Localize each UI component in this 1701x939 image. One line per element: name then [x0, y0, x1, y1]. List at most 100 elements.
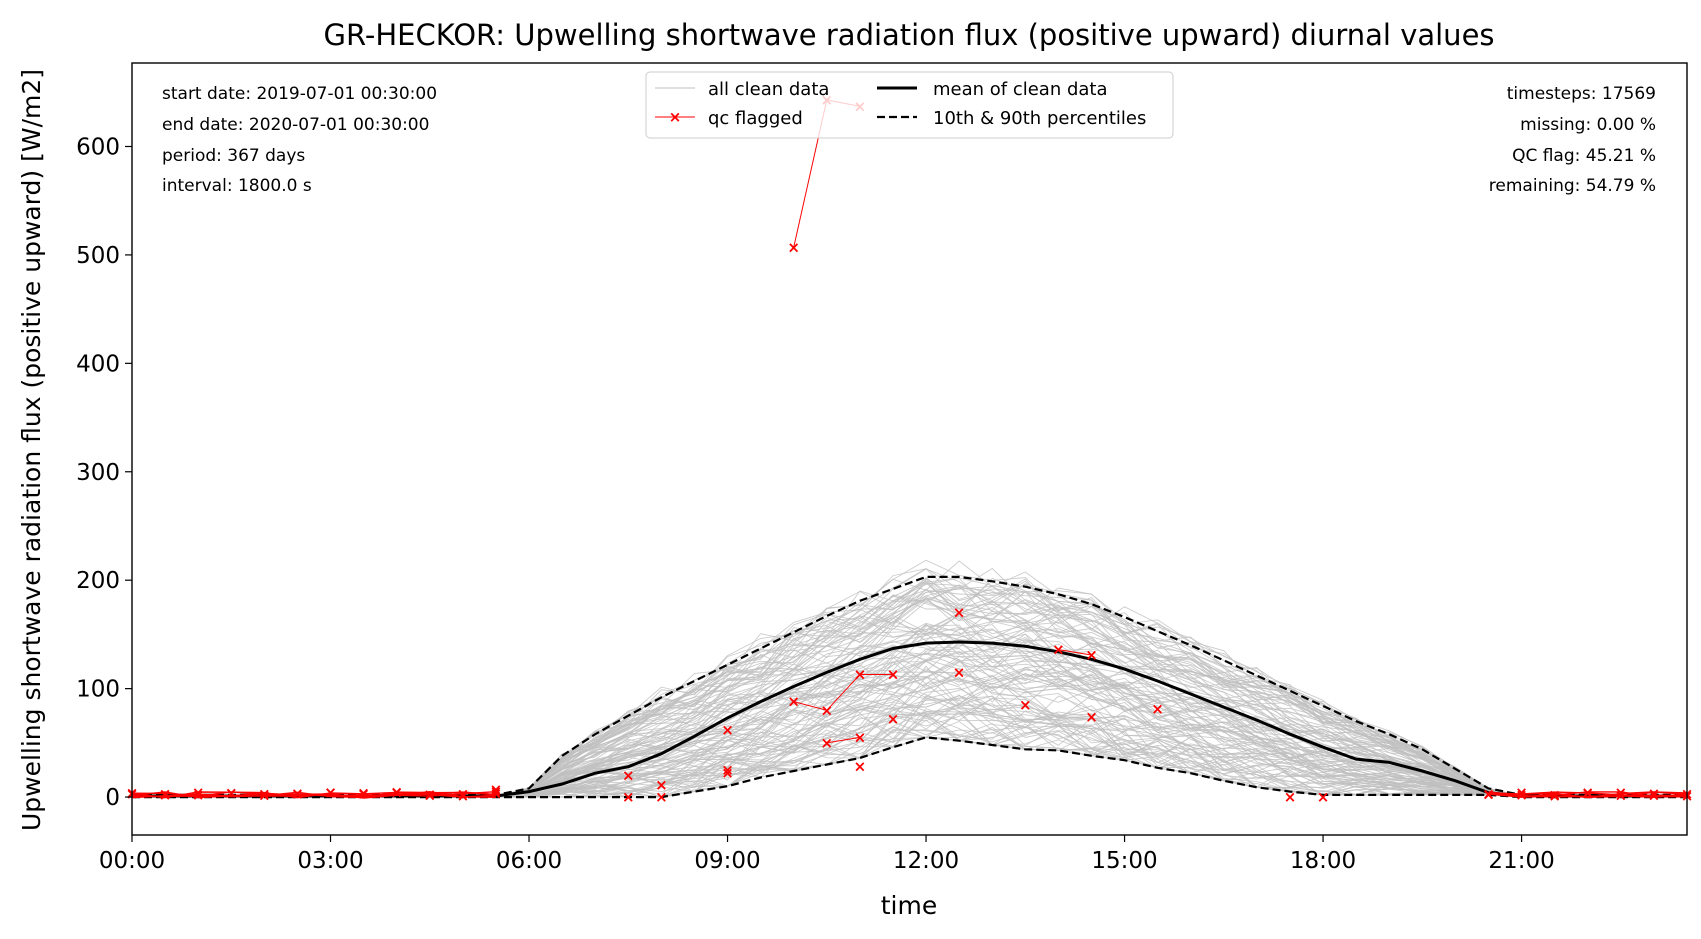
qc-marker: ×: [1151, 700, 1164, 718]
y-axis: 0 100 200 300 400 500 600: [76, 134, 132, 811]
qc-marker: ×: [159, 785, 172, 803]
qc-marker: ×: [291, 784, 304, 802]
legend-qc-label: qc flagged: [708, 108, 803, 129]
info-period: period: 367 days: [162, 146, 305, 166]
percentile-90-line: [132, 575, 1687, 796]
chart-title: GR-HECKOR: Upwelling shortwave radiation…: [323, 18, 1494, 52]
qc-marker: ×: [1052, 641, 1065, 659]
qc-marker: ×: [258, 785, 271, 803]
clean-day-line: [132, 585, 1687, 798]
y-tick-label: 500: [76, 243, 120, 269]
y-tick-label: 100: [76, 677, 120, 703]
qc-marker: ×: [887, 666, 900, 684]
qc-marker: ×: [424, 786, 437, 804]
qc-marker: ×: [490, 785, 503, 803]
legend-clean-label: all clean data: [708, 79, 829, 100]
qc-marker: ×: [721, 764, 734, 782]
y-axis-label: Upwelling shortwave radiation flux (posi…: [17, 69, 46, 831]
clean-day-line: [132, 587, 1687, 798]
y-tick-label: 0: [105, 785, 120, 811]
x-tick-label: 06:00: [496, 848, 562, 874]
info-end-date: end date: 2020-07-01 00:30:00: [162, 115, 429, 135]
qc-marker: ×: [622, 766, 635, 784]
qc-segment: [1058, 649, 1092, 656]
qc-marker: ×: [324, 783, 337, 801]
qc-marker: ×: [821, 701, 834, 719]
qc-marker: ×: [291, 785, 304, 803]
qc-marker: ×: [821, 734, 834, 752]
qc-marker: ×: [655, 776, 668, 794]
y-tick-label: 400: [76, 351, 120, 377]
qc-segment: [793, 701, 827, 711]
qc-marker: ×: [159, 786, 172, 804]
qc-marker: ×: [1648, 784, 1661, 802]
qc-segment: [826, 736, 860, 744]
qc-marker: ×: [192, 786, 205, 804]
qc-marker: ×: [1548, 786, 1561, 804]
x-tick-label: 18:00: [1290, 848, 1356, 874]
qc-flagged-layer: × × × × × × × × × × × × × × × × × × × × × × × × × × × × × × × × × × × × × × × ×…: [126, 91, 1694, 806]
qc-marker: ×: [1085, 708, 1098, 726]
qc-marker: ×: [225, 784, 238, 802]
qc-marker: ×: [390, 784, 403, 802]
clean-day-line: [131, 585, 1688, 798]
qc-marker: ×: [1317, 788, 1330, 806]
qc-marker: ×: [1482, 785, 1495, 803]
clean-day-line: [132, 582, 1687, 798]
qc-marker: ×: [787, 238, 800, 256]
legend: all clean data × qc flagged mean of clea…: [645, 71, 1174, 139]
qc-marker: ×: [721, 721, 734, 739]
qc-marker: ×: [424, 786, 437, 804]
qc-marker: ×: [1548, 787, 1561, 805]
qc-night-line: [131, 791, 496, 799]
qc-night-line: [1488, 791, 1688, 799]
legend-box: [645, 71, 1174, 139]
qc-marker: ×: [1581, 784, 1594, 802]
info-start-date: start date: 2019-07-01 00:30:00: [162, 84, 437, 104]
qc-marker: ×: [721, 761, 734, 779]
info-remaining: remaining: 54.79 %: [1489, 176, 1656, 196]
qc-marker: ×: [622, 788, 635, 806]
qc-marker: ×: [1581, 783, 1594, 801]
qc-marker: ×: [457, 787, 470, 805]
qc-marker: ×: [457, 785, 470, 803]
qc-marker: ×: [1482, 785, 1495, 803]
qc-marker: ×: [1648, 787, 1661, 805]
info-timesteps: timesteps: 17569: [1507, 84, 1656, 104]
qc-marker: ×: [1515, 786, 1528, 804]
x-tick-label: 09:00: [694, 848, 760, 874]
y-tick-label: 200: [76, 568, 120, 594]
qc-marker: ×: [1615, 787, 1628, 805]
info-interval: interval: 1800.0 s: [162, 176, 312, 196]
qc-marker: ×: [887, 710, 900, 728]
y-tick-label: 600: [76, 134, 120, 160]
qc-night-line: [1488, 791, 1688, 797]
qc-marker: ×: [357, 785, 370, 803]
info-left: start date: 2019-07-01 00:30:00 end date…: [162, 84, 437, 196]
qc-marker: ×: [1284, 788, 1297, 806]
x-axis-label: time: [881, 891, 937, 920]
clean-day-line: [132, 585, 1687, 798]
qc-segment: [826, 674, 861, 711]
qc-marker: ×: [854, 758, 867, 776]
qc-marker: ×: [1615, 783, 1628, 801]
x-tick-label: 21:00: [1488, 848, 1554, 874]
qc-marker: ×: [1085, 646, 1098, 664]
x-tick-label: 12:00: [893, 848, 959, 874]
qc-marker: ×: [490, 781, 503, 799]
qc-marker: ×: [390, 783, 403, 801]
legend-mean-label: mean of clean data: [933, 79, 1108, 100]
qc-marker: ×: [953, 663, 966, 681]
qc-marker: ×: [655, 788, 668, 806]
clean-day-line: [132, 586, 1687, 798]
plot-area: × × × × × × × × × × × × × × × × × × × × × × × × × × × × × × × × × × × × × × × ×…: [126, 91, 1694, 806]
qc-marker: ×: [258, 786, 271, 804]
qc-marker: ×: [787, 693, 800, 711]
qc-marker: ×: [1019, 696, 1032, 714]
info-right: timesteps: 17569 missing: 0.00 % QC flag…: [1489, 84, 1656, 196]
qc-marker: ×: [357, 784, 370, 802]
info-qc-flag: QC flag: 45.21 %: [1512, 146, 1656, 166]
x-tick-label: 03:00: [297, 848, 363, 874]
qc-marker: ×: [854, 666, 867, 684]
